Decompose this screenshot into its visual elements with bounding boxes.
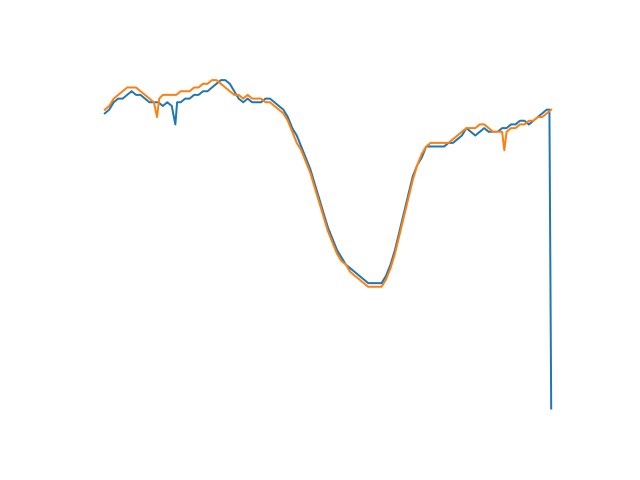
plot-area [103,79,553,410]
series-2 [103,79,553,288]
series-line-1 [103,79,553,410]
series-1 [103,79,553,410]
series-line-2 [103,79,553,288]
